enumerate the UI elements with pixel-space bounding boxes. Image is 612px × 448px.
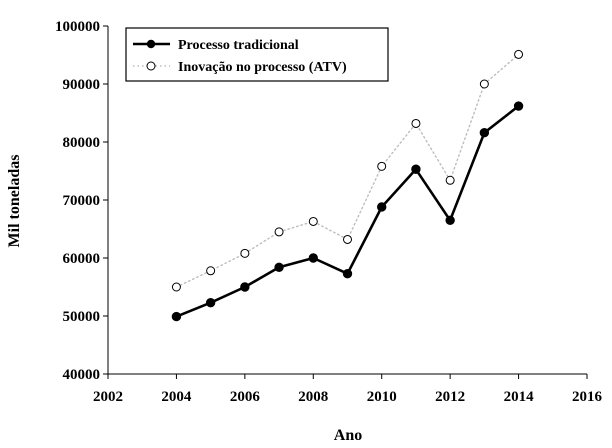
series-0-point — [205, 297, 216, 308]
series-0-point — [377, 202, 387, 212]
y-tick-label: 80000 — [63, 135, 101, 151]
series-1-point — [206, 266, 216, 276]
x-tick-label: 2012 — [435, 389, 465, 405]
series-1-point — [514, 49, 524, 59]
series-0-point — [171, 311, 182, 322]
series-1-point — [411, 118, 421, 128]
x-tick-label: 2016 — [572, 389, 603, 405]
series-0-point — [411, 164, 421, 174]
y-tick-label: 50000 — [63, 309, 101, 325]
series-line-1 — [175, 53, 520, 288]
series-1-point — [240, 248, 250, 258]
series-line-0 — [175, 104, 520, 318]
y-tick-label: 100000 — [55, 19, 100, 35]
series-0-point — [513, 101, 524, 111]
legend-marker-open — [146, 61, 156, 71]
series-0-point — [274, 262, 284, 272]
series-1-point — [308, 216, 318, 226]
legend-marker-filled — [146, 39, 156, 49]
series-1-point — [445, 175, 455, 185]
series-0-point — [308, 253, 318, 263]
x-tick-label: 2006 — [230, 389, 261, 405]
series-1-point — [171, 282, 181, 292]
series-0-point — [479, 128, 490, 138]
series-0-point — [445, 215, 455, 226]
legend-label: Processo tradicional — [178, 38, 299, 53]
y-axis-title: Mil toneladas — [6, 155, 23, 248]
series-0-point — [342, 268, 353, 279]
x-tick-label: 2004 — [161, 389, 192, 405]
y-tick-label: 40000 — [63, 367, 101, 383]
series-1-point — [377, 161, 387, 171]
axes: 40000 50000 60000 70000 80000 90000 100000 2002… — [55, 19, 603, 405]
legend-label: Inovação no processo (ATV) — [178, 60, 347, 75]
x-tick-label: 2008 — [298, 389, 328, 405]
y-tick-label: 70000 — [63, 193, 101, 209]
series-0-point — [240, 282, 250, 292]
x-tick-label: 2002 — [93, 389, 123, 405]
series-1-point — [274, 227, 284, 237]
y-tick-label: 90000 — [63, 77, 101, 93]
y-tick-label: 60000 — [63, 251, 101, 267]
x-tick-label: 2010 — [367, 389, 397, 405]
series-layer — [171, 49, 524, 322]
series-1-point — [479, 79, 489, 89]
x-axis-title: Ano — [334, 427, 362, 444]
x-tick-label: 2014 — [504, 389, 535, 405]
legend: Processo tradicional Inovação no processo… — [125, 27, 389, 82]
legend-box — [125, 27, 389, 82]
series-1-point — [343, 234, 352, 244]
